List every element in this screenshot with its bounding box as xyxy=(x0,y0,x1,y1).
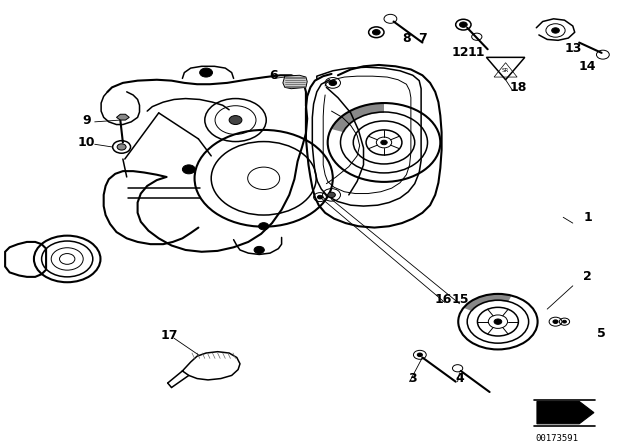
Circle shape xyxy=(563,320,566,323)
Text: 3: 3 xyxy=(408,372,417,385)
Circle shape xyxy=(553,320,558,323)
Circle shape xyxy=(494,319,502,324)
Text: 17: 17 xyxy=(161,328,179,342)
Text: 16: 16 xyxy=(435,293,452,306)
Text: SR: SR xyxy=(502,68,509,73)
Text: 00173591: 00173591 xyxy=(535,434,579,443)
Text: 13: 13 xyxy=(564,42,582,55)
Circle shape xyxy=(552,28,559,33)
Circle shape xyxy=(417,353,422,357)
Text: 10: 10 xyxy=(77,136,95,149)
Text: 8: 8 xyxy=(402,31,411,45)
Circle shape xyxy=(317,195,323,199)
Circle shape xyxy=(381,140,387,145)
Circle shape xyxy=(229,116,242,125)
Polygon shape xyxy=(537,401,594,424)
Text: 9: 9 xyxy=(82,113,91,127)
Text: 14: 14 xyxy=(579,60,596,73)
Wedge shape xyxy=(331,103,384,132)
Text: 5: 5 xyxy=(597,327,606,340)
Text: 18: 18 xyxy=(509,81,527,94)
Text: 15: 15 xyxy=(452,293,470,306)
Circle shape xyxy=(372,30,380,35)
Text: 1: 1 xyxy=(583,211,592,224)
Circle shape xyxy=(460,22,467,27)
Circle shape xyxy=(254,246,264,254)
Wedge shape xyxy=(463,294,511,311)
Text: 6: 6 xyxy=(269,69,278,82)
Circle shape xyxy=(329,80,337,86)
Text: 11: 11 xyxy=(468,46,486,60)
Text: 12: 12 xyxy=(452,46,470,60)
Text: 2: 2 xyxy=(583,270,592,284)
Circle shape xyxy=(182,165,195,174)
Text: 7: 7 xyxy=(418,31,427,45)
Polygon shape xyxy=(116,114,129,120)
Circle shape xyxy=(117,144,126,150)
Text: 4: 4 xyxy=(455,372,464,385)
Circle shape xyxy=(200,68,212,77)
Polygon shape xyxy=(283,75,307,89)
Circle shape xyxy=(259,223,269,230)
Circle shape xyxy=(328,192,335,198)
